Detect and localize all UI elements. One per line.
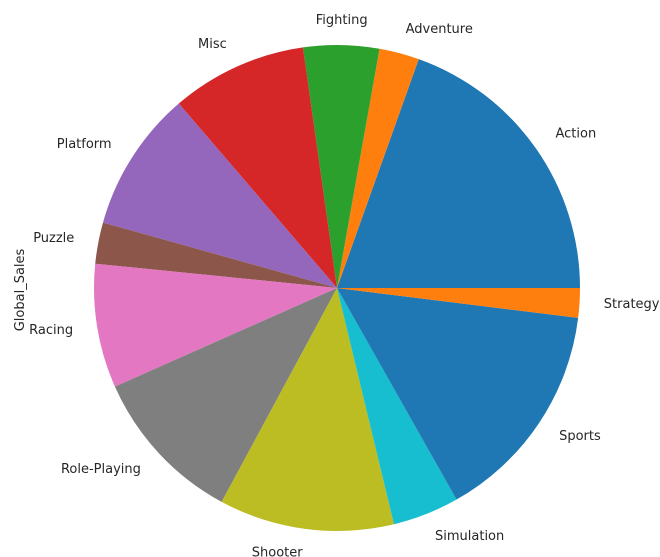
slice-sports [337,288,579,500]
slice-label-action: Action [556,127,597,142]
slice-shooter [221,288,394,532]
slice-simulation [337,288,457,525]
slice-label-fighting: Fighting [316,13,368,28]
slice-label-simulation: Simulation [435,529,504,544]
slice-misc [178,47,337,289]
slice-label-sports: Sports [559,429,601,444]
pie-slices [94,45,581,532]
slice-adventure [337,48,419,288]
slice-racing [94,263,337,387]
slice-puzzle [95,222,337,288]
slice-label-racing: Racing [29,323,73,338]
slice-label-platform: Platform [57,137,112,152]
slice-label-puzzle: Puzzle [33,231,74,246]
slice-label-adventure: Adventure [406,22,473,37]
slice-platform [102,103,337,288]
slice-role-playing [114,288,337,502]
slice-label-role-playing: Role-Playing [61,462,141,477]
slice-strategy [337,288,580,318]
slice-fighting [302,45,380,288]
slice-label-strategy: Strategy [604,297,660,312]
pie-labels: Action Adventure Fighting Misc Platform Puzzl… [29,13,660,557]
y-axis-label: Global_Sales [13,248,28,331]
slice-label-shooter: Shooter [252,546,303,557]
slice-label-misc: Misc [198,37,227,52]
slice-action [337,59,581,288]
